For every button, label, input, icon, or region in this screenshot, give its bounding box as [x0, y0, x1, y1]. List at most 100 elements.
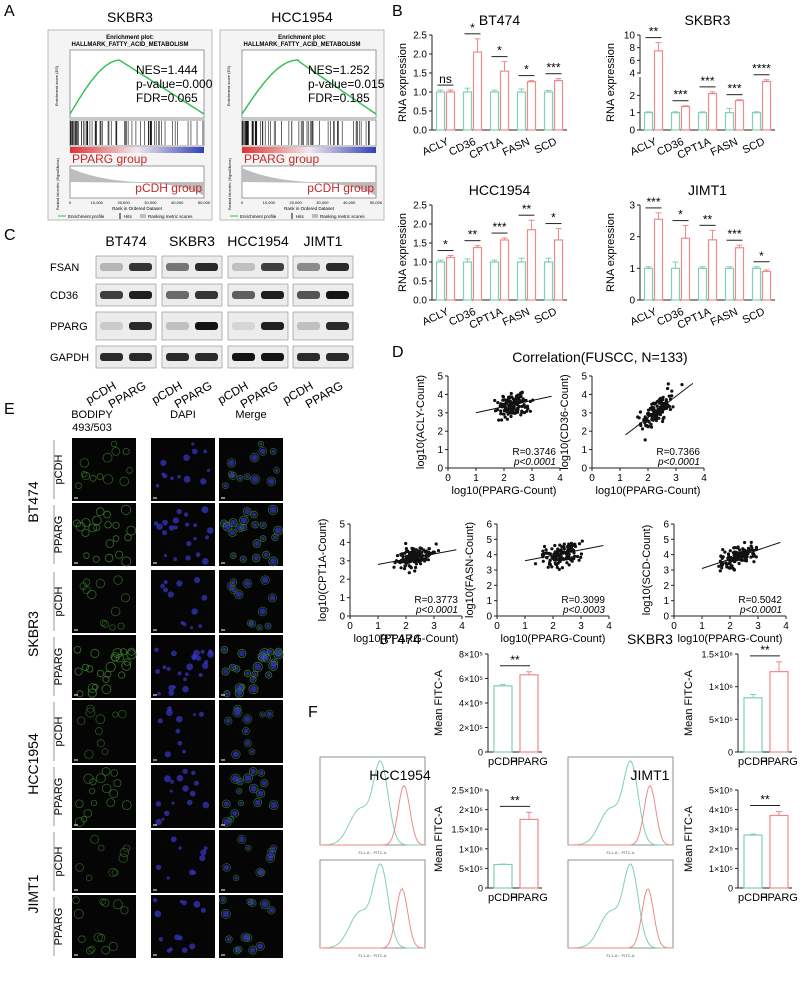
nucleus-signal	[174, 934, 181, 941]
scatter-point	[652, 406, 656, 410]
gsea-gene-set: HALLMARK_FATTY_ACID_METABOLISM	[71, 42, 188, 48]
nucleus-signal	[185, 555, 191, 561]
regression-line	[475, 395, 552, 414]
blot-band	[166, 353, 189, 361]
lipid-droplet-signal	[81, 528, 90, 537]
scatter-point	[526, 406, 530, 411]
significance-label: ***	[727, 227, 741, 241]
bar	[643, 112, 654, 131]
y-tick-label: 0.5	[413, 277, 427, 288]
blot-cell-label: SKBR3	[169, 233, 215, 249]
nucleus-signal	[223, 801, 230, 807]
blot-strip	[227, 255, 289, 279]
y-axis-label: log10(CD36-Count)	[559, 374, 571, 469]
lipid-droplet-signal	[75, 863, 84, 872]
micrograph-background	[219, 700, 283, 763]
bar	[734, 99, 745, 131]
lipid-droplet-signal	[74, 817, 85, 827]
scatter-point	[547, 562, 552, 566]
nucleus-signal	[251, 454, 258, 462]
gsea-cell-title: HCC1954	[271, 9, 333, 25]
y-tick-label: 2	[629, 232, 635, 243]
histogram-pcdh	[568, 760, 673, 846]
lipid-droplet-signal	[110, 440, 118, 448]
scatter-point	[728, 562, 732, 566]
nucleus-signal	[274, 527, 282, 534]
y-tick-label: 2.0	[413, 220, 427, 231]
scatter-point	[751, 554, 756, 558]
correlation-title: Correlation(FUSCC, N=133)	[512, 349, 687, 365]
lipid-droplet-signal	[242, 507, 252, 516]
nucleus-signal	[266, 711, 272, 717]
lipid-droplet-signal	[117, 622, 125, 630]
scatter-point	[666, 382, 670, 386]
lipid-droplet-signal	[95, 578, 106, 589]
lipid-droplet-signal	[222, 799, 231, 809]
lipid-droplet-signal	[236, 778, 244, 786]
micrograph-background	[219, 765, 283, 828]
lipid-droplet-signal	[267, 504, 279, 515]
scatter-plot: 0 1 2 3 4 0 1 2 3 4 5 log10(PPARG-Count) log10(ACLY-…	[415, 372, 563, 498]
scatter-point	[573, 554, 577, 558]
y-tick-label: 4	[663, 550, 669, 561]
nucleus-signal	[186, 663, 194, 671]
gsea-x-tick: 40,000	[171, 200, 184, 205]
bar	[435, 261, 446, 301]
micrograph	[72, 830, 136, 893]
bar	[653, 218, 664, 301]
x-tick-label: 2	[727, 621, 733, 632]
lipid-droplet-signal	[259, 711, 266, 718]
x-tick-label: 3	[755, 621, 761, 632]
nucleus-signal	[155, 818, 162, 826]
nucleus-signal	[176, 508, 182, 515]
scatter-point	[528, 409, 533, 413]
y-tick-label: 0	[663, 612, 669, 623]
blot-band	[100, 263, 123, 271]
bar	[743, 697, 763, 753]
micrograph-background	[151, 503, 215, 566]
lipid-droplet-signal	[110, 652, 120, 662]
y-tick-label: 1	[339, 593, 345, 604]
scatter-point	[434, 542, 438, 546]
scatter-plot: 0 1 2 3 4 0 1 2 3 4 5 log10(PPARG-Count) log10(CD36-…	[559, 372, 707, 498]
nucleus-signal	[201, 594, 208, 601]
x-tick-label: PPARG	[510, 892, 548, 904]
imaging-channel-label: DAPI	[170, 409, 196, 421]
flow-bar-chart: BT474 0 2×10⁵ 4×10⁵ 6×10⁵ 8×10⁵ Mean FITC-A pCD…	[379, 631, 547, 768]
lipid-droplet-signal	[243, 473, 251, 481]
scatter-point	[723, 550, 727, 554]
lipid-droplet-signal	[92, 555, 100, 563]
y-axis-label: RNA expression	[397, 43, 409, 122]
scatter-point	[721, 548, 725, 552]
correlation-p: p<0.0001	[415, 605, 458, 616]
lipid-droplet-signal	[259, 535, 267, 542]
scatter-point	[514, 410, 518, 415]
scatter-point	[568, 545, 572, 549]
lipid-droplet-signal	[256, 624, 263, 631]
scatter-point	[499, 412, 503, 416]
gsea-ranking-bar	[70, 147, 204, 153]
x-tick-label: 3	[578, 621, 584, 632]
nucleus-signal	[228, 459, 235, 466]
correlation-panel: 0 1 2 3 4 0 1 2 3 4 5 log10(PPARG-Count) log10(ACLY-…	[317, 372, 789, 646]
nucleus-signal	[234, 709, 241, 716]
gsea-x-tick: 30,000	[144, 200, 157, 205]
blot-protein-label: CD36	[50, 290, 78, 302]
bar	[543, 261, 554, 301]
bar	[489, 261, 500, 301]
y-tick-label: 0.5	[413, 107, 427, 118]
bar	[516, 91, 527, 131]
x-tick-label: SCD	[533, 136, 559, 157]
micrograph	[219, 438, 283, 501]
scatter-point	[643, 421, 647, 425]
blot-band	[326, 263, 349, 271]
scatter-point	[579, 555, 583, 560]
lipid-droplet-signal	[119, 476, 130, 487]
nucleus-signal	[259, 608, 266, 615]
significance-label: ****	[752, 62, 771, 76]
gsea-metric-ylabel: Ranked list metric (Signal2Noise)	[228, 158, 232, 210]
nucleus-signal	[246, 846, 250, 850]
scatter-point	[418, 550, 422, 554]
lipid-droplet-signal	[86, 946, 94, 955]
lipid-droplet-signal	[268, 556, 279, 567]
